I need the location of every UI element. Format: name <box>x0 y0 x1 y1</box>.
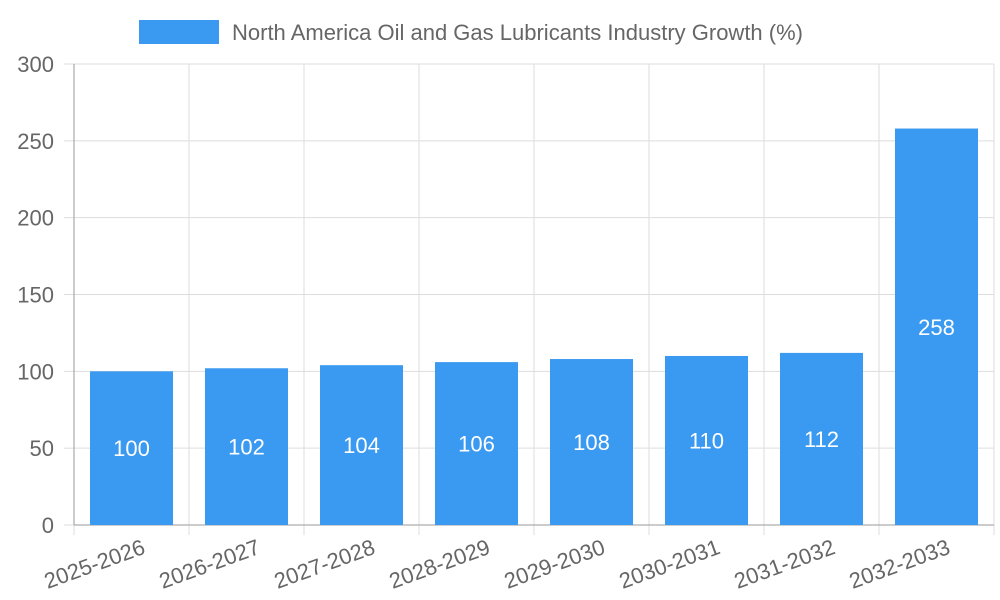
x-tick-label: 2031-2032 <box>731 534 838 593</box>
grid-lines <box>73 63 995 535</box>
bar-value-label: 104 <box>343 433 380 458</box>
y-tick-label: 300 <box>17 52 54 77</box>
x-tick-label: 2028-2029 <box>386 534 493 593</box>
bar-value-label: 108 <box>573 430 610 455</box>
y-tick-label: 50 <box>30 436 54 461</box>
x-tick-label: 2032-2033 <box>846 534 953 593</box>
bar <box>205 368 288 525</box>
bar <box>665 355 748 525</box>
bars <box>90 128 978 526</box>
bar <box>895 128 978 526</box>
x-tick-label: 2026-2027 <box>156 534 263 593</box>
legend[interactable]: North America Oil and Gas Lubricants Ind… <box>139 20 803 45</box>
x-tick-label: 2025-2026 <box>41 534 148 593</box>
x-tick-label: 2030-2031 <box>616 534 723 593</box>
bar <box>780 352 863 525</box>
x-tick-label: 2027-2028 <box>271 534 378 593</box>
bar-data-labels: 100 102 104 106 108 110 112 258 <box>113 315 955 461</box>
y-tick-label: 200 <box>17 206 54 231</box>
y-tick-label: 0 <box>42 513 54 538</box>
legend-swatch[interactable] <box>139 20 219 44</box>
y-tick-label: 150 <box>17 283 54 308</box>
bar-value-label: 110 <box>689 428 724 453</box>
bar-value-label: 106 <box>458 432 495 457</box>
bar <box>90 371 173 525</box>
bar <box>550 359 633 525</box>
bar <box>435 362 518 525</box>
bar <box>320 365 403 525</box>
x-tick-label: 2029-2030 <box>501 534 608 593</box>
y-tick-label: 250 <box>17 129 54 154</box>
bar-value-label: 100 <box>113 436 150 461</box>
bar-value-label: 258 <box>918 315 955 340</box>
y-tick-label: 100 <box>17 359 54 384</box>
bar-value-label: 102 <box>228 435 265 460</box>
legend-label[interactable]: North America Oil and Gas Lubricants Ind… <box>232 20 803 45</box>
bar-value-label: 112 <box>804 427 839 452</box>
